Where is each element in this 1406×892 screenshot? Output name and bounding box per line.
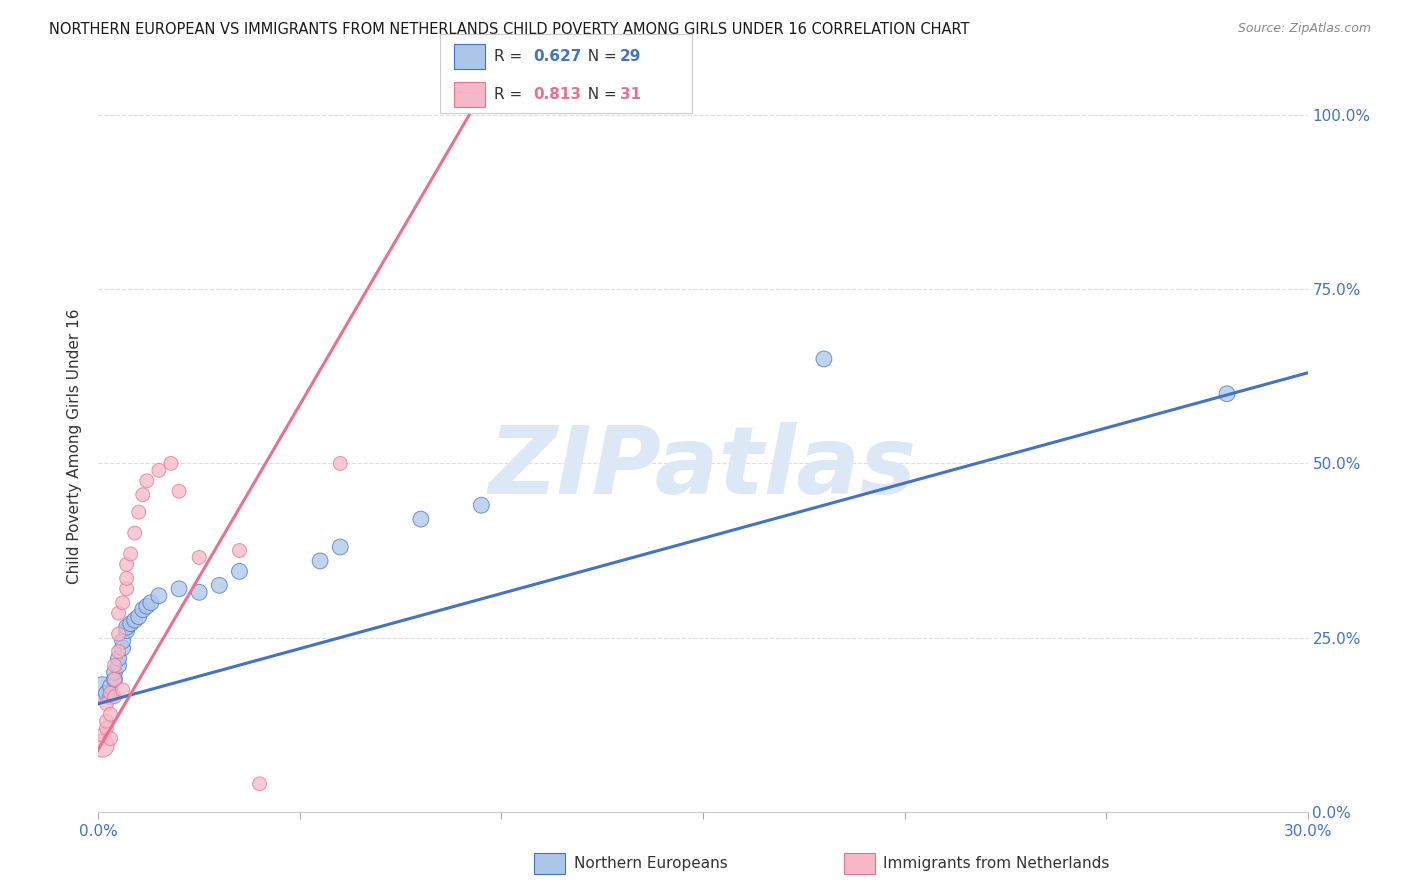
Point [208,578,231,592]
Point [167,484,190,499]
Point [309,554,332,568]
Point [329,540,352,554]
Point [103,690,125,704]
Text: ZIPatlas: ZIPatlas [489,422,917,514]
Point [91,728,114,742]
Point [228,543,250,558]
Point [100,707,122,722]
Text: N =: N = [578,87,621,103]
Point [470,498,492,512]
Point [103,665,125,680]
Point [228,565,250,579]
Point [100,690,122,704]
Text: Source: ZipAtlas.com: Source: ZipAtlas.com [1237,22,1371,36]
Point [120,616,142,631]
Point [103,658,125,673]
Point [132,603,155,617]
Point [135,599,157,614]
Point [107,658,129,673]
Point [409,512,432,526]
Point [96,721,118,735]
Point [813,351,835,366]
Point [115,582,138,596]
Point [115,624,138,638]
Point [115,558,138,572]
Point [111,634,134,648]
Point [103,673,125,687]
Point [96,697,118,711]
Point [107,606,129,620]
Point [111,640,134,655]
Point [188,585,211,599]
Point [128,505,150,519]
Point [91,682,114,697]
Text: Northern Europeans: Northern Europeans [574,856,727,871]
Point [124,613,146,627]
Text: 0.813: 0.813 [533,87,581,103]
Point [96,686,118,700]
Point [91,739,114,753]
Point [329,457,352,471]
Point [100,731,122,746]
Point [135,474,157,488]
Point [115,620,138,634]
Point [111,682,134,697]
Point [107,627,129,641]
Point [111,596,134,610]
Point [103,673,125,687]
Point [124,526,146,541]
Point [148,589,170,603]
Point [188,550,211,565]
Point [100,679,122,693]
Text: R =: R = [494,49,527,64]
Point [1216,386,1239,401]
Text: R =: R = [494,87,527,103]
Point [120,547,142,561]
Y-axis label: Child Poverty Among Girls Under 16: Child Poverty Among Girls Under 16 [67,309,83,583]
Point [132,488,155,502]
Point [148,463,170,477]
Point [107,651,129,665]
Text: 31: 31 [620,87,641,103]
Point [115,571,138,585]
Point [96,714,118,728]
Point [167,582,190,596]
Text: NORTHERN EUROPEAN VS IMMIGRANTS FROM NETHERLANDS CHILD POVERTY AMONG GIRLS UNDER: NORTHERN EUROPEAN VS IMMIGRANTS FROM NET… [49,22,970,37]
Point [160,457,183,471]
Point [107,644,129,658]
Text: 0.627: 0.627 [533,49,581,64]
Point [128,609,150,624]
Text: 29: 29 [620,49,641,64]
Point [100,686,122,700]
Text: Immigrants from Netherlands: Immigrants from Netherlands [883,856,1109,871]
Point [139,596,162,610]
Point [249,777,271,791]
Text: N =: N = [578,49,621,64]
